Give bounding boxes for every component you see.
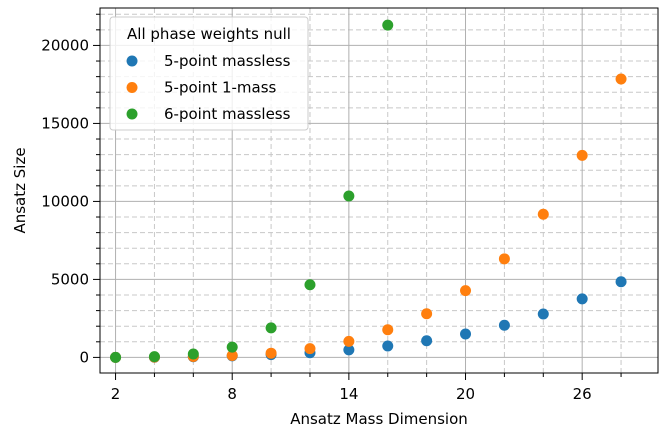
data-point <box>460 285 472 297</box>
data-point <box>304 279 316 291</box>
data-point <box>421 335 433 347</box>
axis-ticks: 2 8 14 20 26 0 5000 10000 15000 20000 <box>41 13 622 403</box>
legend-marker <box>126 108 138 120</box>
data-point <box>382 340 394 352</box>
data-point <box>537 308 549 320</box>
legend-items: 5-point massless 5-point 1-mass 6-point ma… <box>126 52 291 123</box>
data-point <box>498 253 510 265</box>
legend-label: 5-point 1-mass <box>164 79 277 97</box>
data-point <box>265 347 277 359</box>
data-point <box>615 73 627 85</box>
data-point <box>343 190 355 202</box>
x-axis-label: Ansatz Mass Dimension <box>290 410 468 428</box>
data-point <box>148 351 160 363</box>
data-point <box>226 350 238 362</box>
data-point <box>421 308 433 320</box>
x-tick-label: 26 <box>573 385 592 403</box>
series-points <box>110 73 627 363</box>
data-points <box>110 19 627 363</box>
series-points <box>110 19 394 363</box>
data-point <box>343 335 355 347</box>
data-point <box>615 276 627 288</box>
y-tick-label: 15000 <box>41 114 89 132</box>
x-tick-label: 20 <box>456 385 475 403</box>
data-point <box>226 341 238 353</box>
data-point <box>187 348 199 360</box>
data-point <box>304 343 316 355</box>
y-tick-label: 10000 <box>41 192 89 210</box>
data-point <box>537 208 549 220</box>
legend-label: 6-point massless <box>164 105 291 123</box>
data-point <box>382 324 394 336</box>
series-points <box>110 276 627 363</box>
data-point <box>110 351 122 363</box>
data-point <box>498 319 510 331</box>
legend: All phase weights null 5-point massless5… <box>109 16 309 131</box>
legend-title: All phase weights null <box>127 25 291 43</box>
legend-marker <box>126 82 138 93</box>
data-point <box>576 149 588 161</box>
x-tick-label: 14 <box>339 385 358 403</box>
data-point <box>576 293 588 305</box>
data-point <box>265 322 277 334</box>
y-tick-label: 20000 <box>41 36 89 54</box>
plot-frame <box>99 7 659 374</box>
x-tick-label: 8 <box>227 385 237 403</box>
y-tick-label: 5000 <box>51 270 89 288</box>
data-point <box>343 344 355 356</box>
data-point <box>460 328 472 340</box>
x-tick-label: 2 <box>111 385 121 403</box>
legend-box <box>109 16 309 131</box>
legend-label: 5-point massless <box>164 52 291 70</box>
y-tick-label: 0 <box>79 348 89 366</box>
legend-marker <box>126 55 138 67</box>
y-axis-label: Ansatz Size <box>11 147 29 233</box>
data-point <box>382 19 394 31</box>
